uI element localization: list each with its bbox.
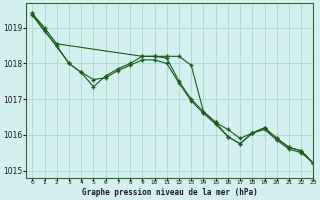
- X-axis label: Graphe pression niveau de la mer (hPa): Graphe pression niveau de la mer (hPa): [82, 188, 258, 197]
